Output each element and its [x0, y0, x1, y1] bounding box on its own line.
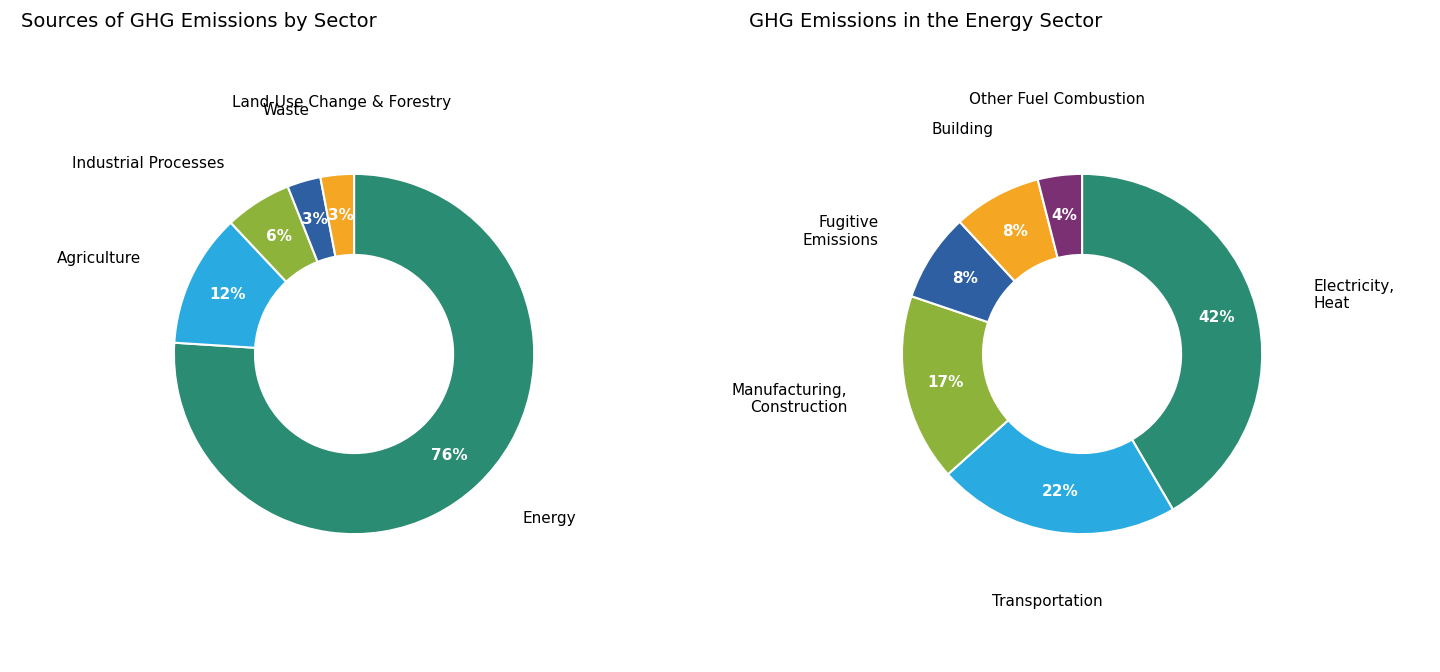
Wedge shape — [174, 222, 287, 348]
Wedge shape — [948, 420, 1174, 534]
Text: 3%: 3% — [328, 208, 354, 222]
Text: Manufacturing,
Construction: Manufacturing, Construction — [732, 383, 847, 415]
Text: 6%: 6% — [266, 228, 292, 244]
Text: Waste: Waste — [262, 103, 310, 118]
Wedge shape — [1038, 174, 1081, 258]
Wedge shape — [1081, 174, 1263, 509]
Text: Agriculture: Agriculture — [58, 251, 141, 265]
Text: 12%: 12% — [209, 287, 246, 302]
Text: 42%: 42% — [1198, 310, 1236, 325]
Wedge shape — [912, 222, 1015, 323]
Text: Industrial Processes: Industrial Processes — [72, 157, 225, 171]
Text: Other Fuel Combustion: Other Fuel Combustion — [969, 92, 1145, 108]
Text: Transportation: Transportation — [992, 595, 1103, 610]
Text: 76%: 76% — [432, 448, 468, 463]
Wedge shape — [901, 296, 1008, 474]
Text: Land-Use Change & Forestry: Land-Use Change & Forestry — [232, 95, 451, 110]
Text: Energy: Energy — [523, 511, 576, 526]
Wedge shape — [320, 174, 354, 257]
Wedge shape — [174, 174, 534, 534]
Wedge shape — [288, 177, 336, 262]
Text: Fugitive
Emissions: Fugitive Emissions — [802, 215, 878, 248]
Text: Electricity,
Heat: Electricity, Heat — [1313, 279, 1395, 311]
Text: 8%: 8% — [952, 271, 978, 286]
Text: GHG Emissions in the Energy Sector: GHG Emissions in the Energy Sector — [749, 12, 1102, 31]
Text: Sources of GHG Emissions by Sector: Sources of GHG Emissions by Sector — [20, 12, 377, 31]
Text: 17%: 17% — [927, 374, 963, 390]
Text: 8%: 8% — [1002, 224, 1028, 239]
Text: 4%: 4% — [1051, 208, 1077, 223]
Wedge shape — [230, 187, 318, 282]
Wedge shape — [959, 179, 1057, 282]
Text: 3%: 3% — [302, 212, 328, 227]
Text: Building: Building — [932, 122, 994, 137]
Text: 22%: 22% — [1043, 485, 1079, 499]
